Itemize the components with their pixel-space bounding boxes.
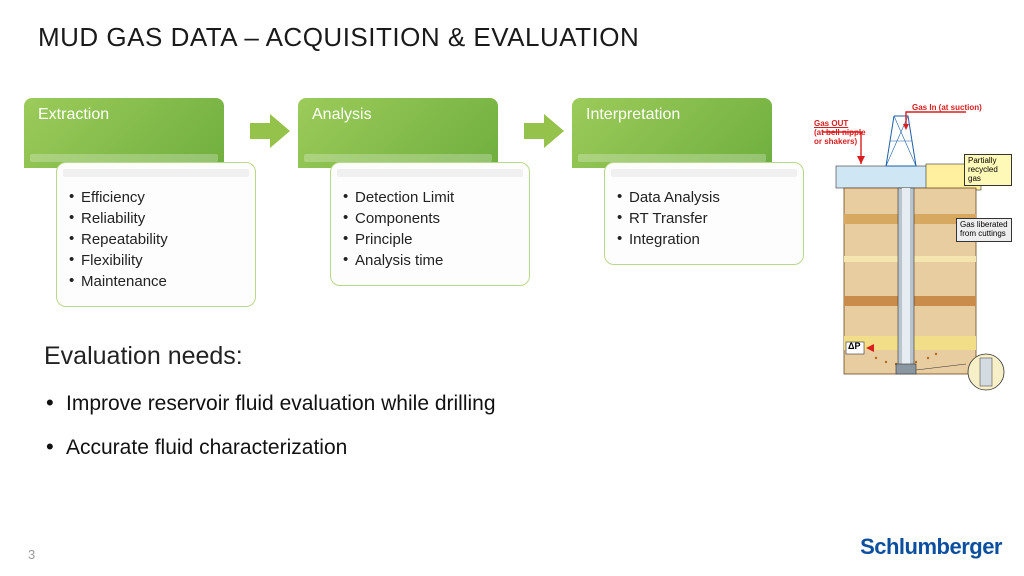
header-stripe: [30, 154, 218, 162]
list-item: RT Transfer: [615, 208, 793, 229]
stage-title: Extraction: [38, 106, 109, 123]
body-stripe: [337, 169, 523, 177]
stage-items: Data Analysis RT Transfer Integration: [615, 187, 793, 250]
list-item: Data Analysis: [615, 187, 793, 208]
stage-items: Detection Limit Components Principle Ana…: [341, 187, 519, 271]
stage-title: Interpretation: [586, 106, 680, 123]
stage-body: Efficiency Reliability Repeatability Fle…: [56, 162, 256, 307]
list-item: Principle: [341, 229, 519, 250]
stage-header: Analysis: [298, 98, 498, 168]
stage-extraction: Extraction Efficiency Reliability Repeat…: [24, 98, 268, 307]
body-stripe: [63, 169, 249, 177]
body-stripe: [611, 169, 797, 177]
process-flow: Extraction Efficiency Reliability Repeat…: [24, 98, 816, 307]
slide-title: MUD GAS DATA – ACQUISITION & EVALUATION: [38, 22, 639, 53]
gas-out-line: or shakers): [814, 138, 866, 147]
list-item: Efficiency: [67, 187, 245, 208]
stage-header: Interpretation: [572, 98, 772, 168]
diagram-label-liberated: Gas liberated from cuttings: [956, 218, 1012, 242]
arrow-head-icon: [544, 114, 564, 148]
list-item: Accurate fluid characterization: [44, 426, 496, 470]
diagram-label-recycled: Partially recycled gas: [964, 154, 1012, 186]
stage-items: Efficiency Reliability Repeatability Fle…: [67, 187, 245, 292]
list-item: Maintenance: [67, 271, 245, 292]
arrow-head-icon: [270, 114, 290, 148]
list-item: Analysis time: [341, 250, 519, 271]
list-item: Detection Limit: [341, 187, 519, 208]
stage-analysis: Analysis Detection Limit Components Prin…: [298, 98, 542, 286]
diagram-label-deltap: ΔP: [848, 342, 860, 352]
brand-logo: Schlumberger: [860, 534, 1002, 560]
list-item: Improve reservoir fluid evaluation while…: [44, 382, 496, 426]
arrow-body: [250, 123, 270, 139]
diagram-label-gas-out: Gas OUT (at bell nipple or shakers): [814, 120, 866, 146]
page-number: 3: [28, 547, 35, 562]
stage-header: Extraction: [24, 98, 224, 168]
stage-title: Analysis: [312, 106, 372, 123]
evaluation-heading: Evaluation needs:: [44, 342, 243, 371]
stage-body: Data Analysis RT Transfer Integration: [604, 162, 804, 265]
diagram-label-gas-in: Gas In (at suction): [912, 104, 982, 113]
slide: MUD GAS DATA – ACQUISITION & EVALUATION …: [0, 0, 1024, 576]
stage-body: Detection Limit Components Principle Ana…: [330, 162, 530, 286]
stage-interpretation: Interpretation Data Analysis RT Transfer…: [572, 98, 816, 265]
list-item: Components: [341, 208, 519, 229]
rig-svg: [816, 106, 1006, 396]
list-item: Integration: [615, 229, 793, 250]
list-item: Reliability: [67, 208, 245, 229]
rig-diagram: Gas In (at suction) Gas OUT (at bell nip…: [816, 106, 1006, 396]
header-stripe: [578, 154, 766, 162]
header-stripe: [304, 154, 492, 162]
arrow-body: [524, 123, 544, 139]
evaluation-list: Improve reservoir fluid evaluation while…: [44, 382, 496, 470]
list-item: Flexibility: [67, 250, 245, 271]
list-item: Repeatability: [67, 229, 245, 250]
